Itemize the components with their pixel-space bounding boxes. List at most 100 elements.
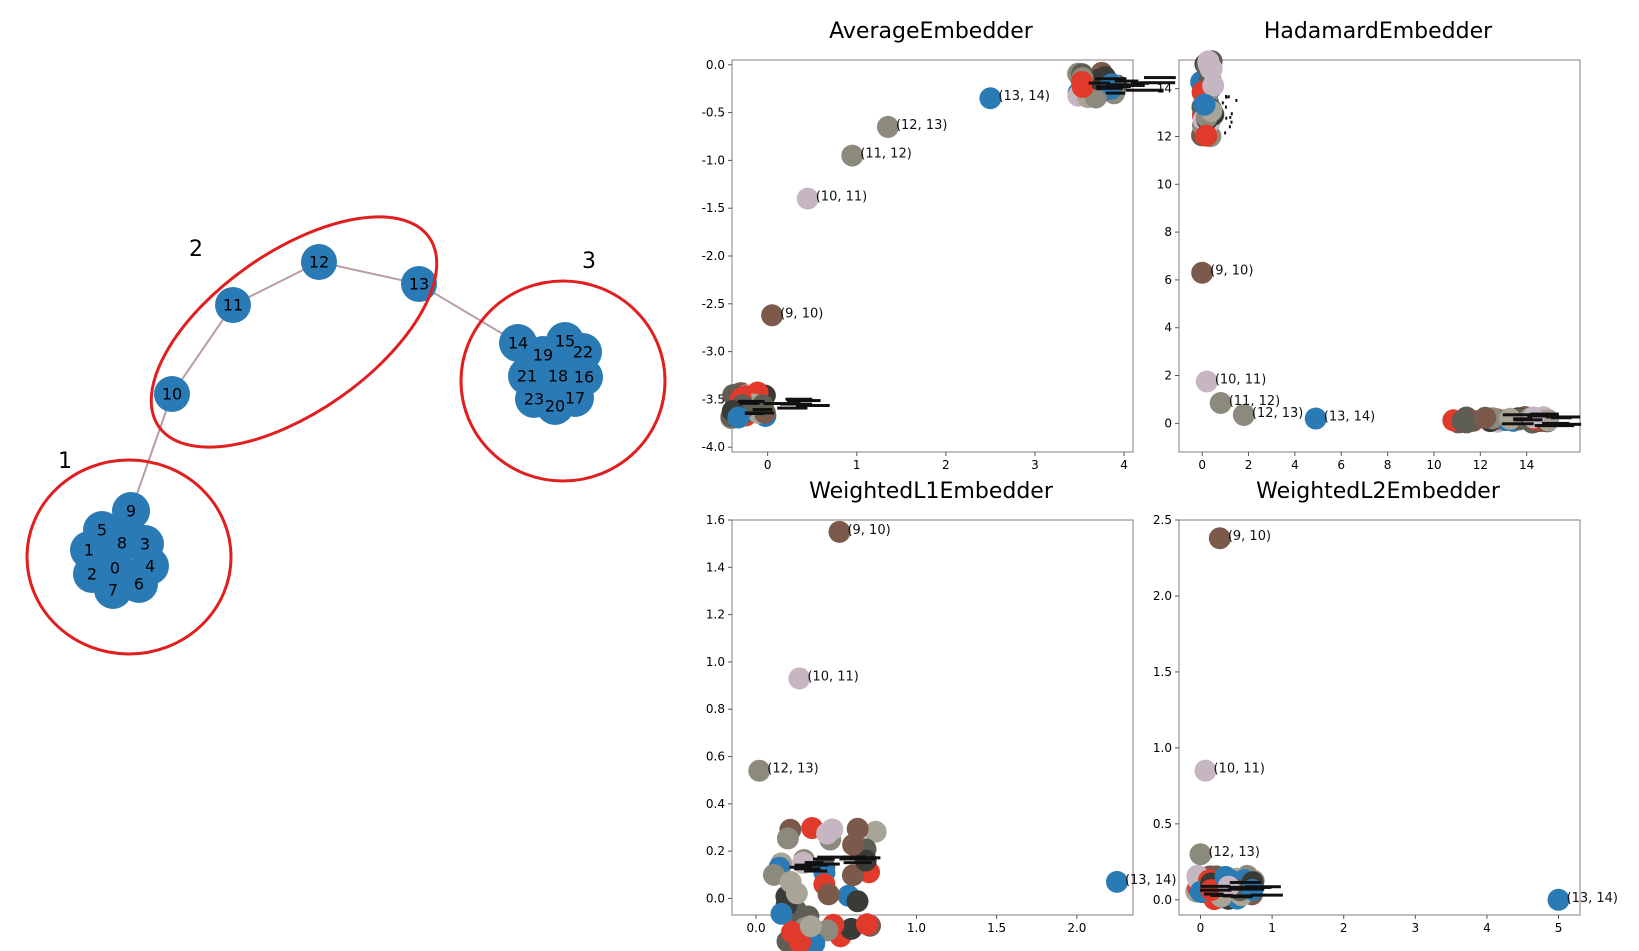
node-label: 7 bbox=[108, 581, 118, 600]
x-tick-label: 2 bbox=[1340, 921, 1348, 935]
overlapping-label-clutter bbox=[1230, 112, 1233, 116]
overlapping-label-clutter bbox=[796, 403, 830, 407]
scatter-point bbox=[1547, 888, 1570, 911]
point-label: (10, 11) bbox=[816, 190, 868, 205]
overlapping-label-clutter bbox=[785, 397, 813, 401]
overlapping-label-clutter bbox=[1502, 413, 1537, 417]
scatter-point bbox=[1105, 870, 1128, 893]
overlapping-label-clutter bbox=[752, 408, 773, 412]
overlapping-label-clutter bbox=[1229, 880, 1262, 884]
y-tick-label: 2 bbox=[1164, 369, 1172, 383]
overlapping-label-clutter bbox=[1096, 85, 1131, 89]
overlapping-label-clutter bbox=[1230, 120, 1233, 124]
y-tick-label: 1.5 bbox=[1153, 665, 1172, 679]
scatter-point bbox=[785, 882, 808, 905]
scatter-points: (13, 14) (12, 13) (11, 12) (10, 11) (9, 10) bbox=[720, 61, 1176, 430]
scatter-point bbox=[842, 833, 865, 856]
scatter-point bbox=[1193, 93, 1216, 116]
cluster-label-2: 2 bbox=[189, 237, 203, 262]
panel-title: HadamardEmbedder bbox=[1264, 19, 1493, 44]
overlapping-label-clutter bbox=[1550, 416, 1572, 420]
scatter-point bbox=[1208, 527, 1231, 550]
y-tick-label: -1.0 bbox=[702, 153, 725, 167]
overlapping-label-clutter bbox=[1105, 91, 1126, 95]
node-label: 20 bbox=[545, 397, 565, 416]
overlapping-label-clutter bbox=[1250, 893, 1283, 897]
x-tick-label: 12 bbox=[1473, 458, 1488, 472]
overlapping-label-clutter bbox=[794, 867, 821, 871]
overlapping-label-clutter bbox=[1513, 417, 1533, 421]
y-tick-label: -3.5 bbox=[702, 392, 725, 406]
y-tick-label: -2.0 bbox=[702, 249, 725, 263]
overlapping-label-clutter bbox=[789, 865, 813, 869]
scatter-point bbox=[1474, 406, 1497, 429]
overlapping-label-clutter bbox=[780, 402, 812, 406]
point-label: (11, 12) bbox=[1229, 394, 1281, 409]
overlapping-label-clutter bbox=[1225, 94, 1228, 98]
x-tick-label: 2 bbox=[1245, 458, 1253, 472]
x-tick-label: 4 bbox=[1483, 921, 1491, 935]
graph-node bbox=[112, 492, 150, 530]
y-tick-label: 0.5 bbox=[1153, 817, 1172, 831]
point-label: (9, 10) bbox=[1210, 264, 1253, 279]
scatter-point bbox=[1191, 261, 1214, 284]
overlapping-label-clutter bbox=[1222, 894, 1254, 898]
overlapping-label-clutter bbox=[1114, 79, 1139, 83]
overlapping-label-clutter bbox=[1228, 885, 1260, 889]
graph-node bbox=[103, 524, 141, 562]
scatter-point bbox=[1209, 392, 1232, 414]
overlapping-label-clutter bbox=[1130, 81, 1150, 85]
overlapping-label-clutter bbox=[812, 857, 835, 861]
overlapping-label-clutter bbox=[1200, 888, 1232, 892]
overlapping-label-clutter bbox=[740, 401, 760, 405]
node-label: 18 bbox=[548, 367, 568, 386]
axis-ticks: 0 1 2 3 4 0.0 -0.5 -1.0 -1.5 -2.0 -2.5 -3.0 -3.5 -4.0 bbox=[702, 58, 1128, 472]
x-tick-label: 2 bbox=[942, 458, 950, 472]
x-tick-label: 0 bbox=[764, 458, 772, 472]
scatter-point bbox=[1304, 407, 1327, 430]
node-label: 5 bbox=[97, 521, 107, 540]
point-label: (10, 11) bbox=[807, 669, 859, 684]
overlapping-label-clutter bbox=[1144, 76, 1176, 80]
overlapping-label-clutter bbox=[744, 411, 775, 415]
scatter-point bbox=[979, 87, 1002, 110]
cluster-ring-2 bbox=[149, 215, 439, 449]
point-label: (9, 10) bbox=[1228, 529, 1271, 544]
scatter-point bbox=[1195, 370, 1218, 393]
overlapping-label-clutter bbox=[1530, 412, 1559, 416]
plot-frame bbox=[731, 519, 1134, 916]
overlapping-label-clutter bbox=[1501, 422, 1534, 426]
panel-title: AverageEmbedder bbox=[829, 19, 1034, 44]
y-tick-label: 12 bbox=[1157, 129, 1172, 143]
scatter-point bbox=[748, 759, 771, 782]
node-label: 16 bbox=[574, 368, 594, 387]
overlapping-label-clutter bbox=[1542, 421, 1570, 425]
overlapping-label-clutter bbox=[804, 869, 828, 873]
graph-node bbox=[154, 376, 190, 412]
scatter-point bbox=[789, 931, 812, 951]
overlapping-label-clutter bbox=[1228, 125, 1231, 129]
node-label: 11 bbox=[223, 296, 243, 315]
overlapping-label-clutter bbox=[1126, 88, 1164, 92]
y-tick-label: 1.0 bbox=[1153, 741, 1172, 755]
point-label: (13, 14) bbox=[1324, 410, 1376, 425]
y-tick-label: -4.0 bbox=[702, 440, 725, 454]
overlapping-label-clutter bbox=[1210, 893, 1233, 897]
overlapping-label-clutter bbox=[794, 863, 829, 867]
scatter-point bbox=[1451, 410, 1474, 433]
cluster-ring-1 bbox=[25, 458, 233, 656]
x-tick-label: 14 bbox=[1519, 458, 1534, 472]
overlapping-label-clutter bbox=[1221, 101, 1224, 105]
overlapping-label-clutter bbox=[804, 861, 824, 865]
y-tick-label: 8 bbox=[1164, 225, 1172, 239]
overlapping-label-clutter bbox=[1534, 424, 1562, 428]
overlapping-label-clutter bbox=[1235, 98, 1238, 102]
node-label: 1 bbox=[84, 541, 94, 560]
y-tick-label: 0.0 bbox=[706, 891, 725, 905]
weighted-l1-embedder-panel: WeightedL1Embedder 0.0 0.5 1.0 1.5 2.0 0.0 0.2… bbox=[706, 479, 1176, 951]
overlapping-label-clutter bbox=[842, 855, 866, 859]
x-tick-label: 3 bbox=[1031, 458, 1039, 472]
scatter-point bbox=[1202, 74, 1225, 97]
